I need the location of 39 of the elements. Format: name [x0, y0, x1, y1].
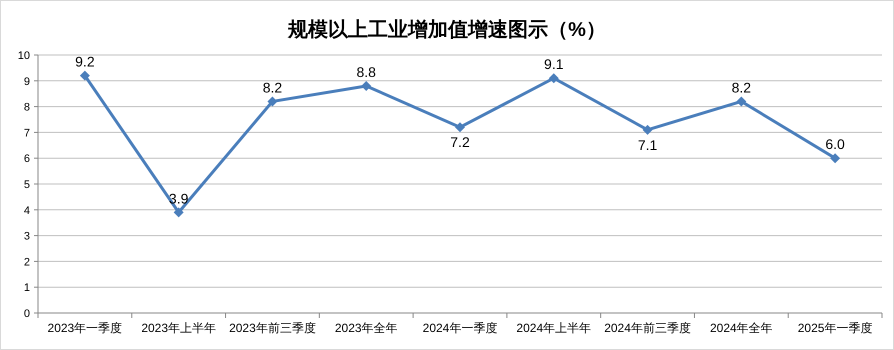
point — [548, 73, 559, 84]
data-label: 6.0 — [825, 136, 846, 152]
x-tick-label: 2023年上半年 — [141, 321, 216, 335]
point — [174, 207, 184, 218]
data-label: 9.1 — [544, 56, 564, 72]
y-tick-label: 1 — [24, 282, 30, 294]
y-tick-label: 2 — [24, 256, 30, 268]
y-tick-label: 9 — [24, 76, 30, 88]
y-tick-label: 8 — [24, 102, 30, 114]
data-label: 7.1 — [638, 136, 658, 153]
point — [830, 153, 840, 164]
y-tick-label: 4 — [24, 204, 30, 217]
y-tick-label: 0 — [24, 308, 30, 320]
data-label: 8.2 — [732, 79, 752, 96]
point — [361, 80, 372, 91]
y-tick-label: 6 — [24, 153, 30, 166]
y-tick-label: 3 — [24, 230, 30, 243]
y-tick-label: 7 — [24, 127, 30, 140]
point — [455, 122, 465, 132]
point — [736, 96, 746, 106]
point — [642, 124, 653, 135]
data-label: 8.2 — [262, 79, 282, 96]
data-label: 3.9 — [168, 190, 189, 206]
data-label: 9.2 — [75, 54, 95, 70]
y-tick-label: 5 — [24, 179, 30, 191]
y-tick-label: 10 — [18, 50, 30, 62]
point — [80, 70, 90, 81]
x-tick-label: 2023年一季度 — [48, 321, 122, 335]
point — [267, 96, 278, 106]
x-tick-label: 2024年全年 — [710, 321, 773, 335]
x-tick-label: 2023年前三季度 — [229, 321, 316, 335]
x-tick-label: 2024年前三季度 — [604, 321, 691, 335]
x-tick-label: 2023年全年 — [334, 321, 398, 335]
chart-title: 规模以上工业增加值增速图示（%） — [287, 19, 606, 41]
x-tick-label: 2024年上半年 — [516, 321, 592, 335]
x-tick-label: 2024年一季度 — [422, 321, 498, 335]
data-label: 7.2 — [450, 134, 470, 150]
data-label: 8.8 — [356, 64, 376, 80]
x-tick-label: 2025年一季度 — [798, 321, 872, 335]
